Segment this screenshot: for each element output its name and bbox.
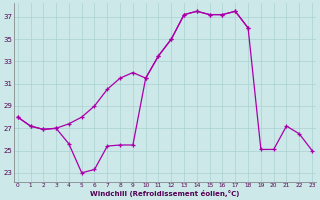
X-axis label: Windchill (Refroidissement éolien,°C): Windchill (Refroidissement éolien,°C) (90, 190, 240, 197)
